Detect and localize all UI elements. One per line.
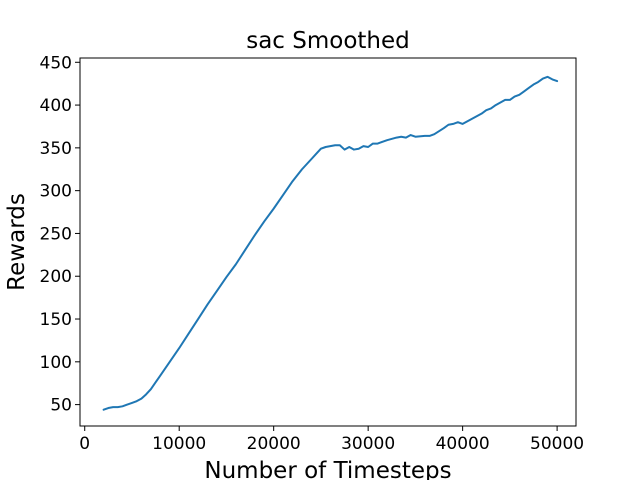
y-tick-label: 350 xyxy=(40,139,72,159)
x-tick-label: 10000 xyxy=(152,434,206,454)
x-tick-label: 40000 xyxy=(436,434,490,454)
x-axis-label: Number of Timesteps xyxy=(204,458,451,480)
y-tick-label: 50 xyxy=(50,396,72,416)
axis-ticks: 0 10000 20000 30000 40000 50000 50 100 150 200 250… xyxy=(40,53,585,454)
y-tick-label: 300 xyxy=(40,182,72,202)
chart-title: sac Smoothed xyxy=(246,28,410,54)
x-tick-label: 50000 xyxy=(530,434,584,454)
x-tick-label: 20000 xyxy=(247,434,301,454)
y-axis-label: Rewards xyxy=(4,193,30,291)
plot-frame xyxy=(79,57,577,427)
y-tick-label: 400 xyxy=(40,96,72,116)
x-tick-label: 0 xyxy=(79,434,90,454)
series-line xyxy=(102,75,559,411)
y-tick-label: 200 xyxy=(40,267,72,287)
y-tick-label: 100 xyxy=(40,353,72,373)
y-tick-label: 150 xyxy=(40,310,72,330)
y-tick-label: 250 xyxy=(40,224,72,244)
x-tick-label: 30000 xyxy=(341,434,395,454)
y-tick-label: 450 xyxy=(40,53,72,73)
